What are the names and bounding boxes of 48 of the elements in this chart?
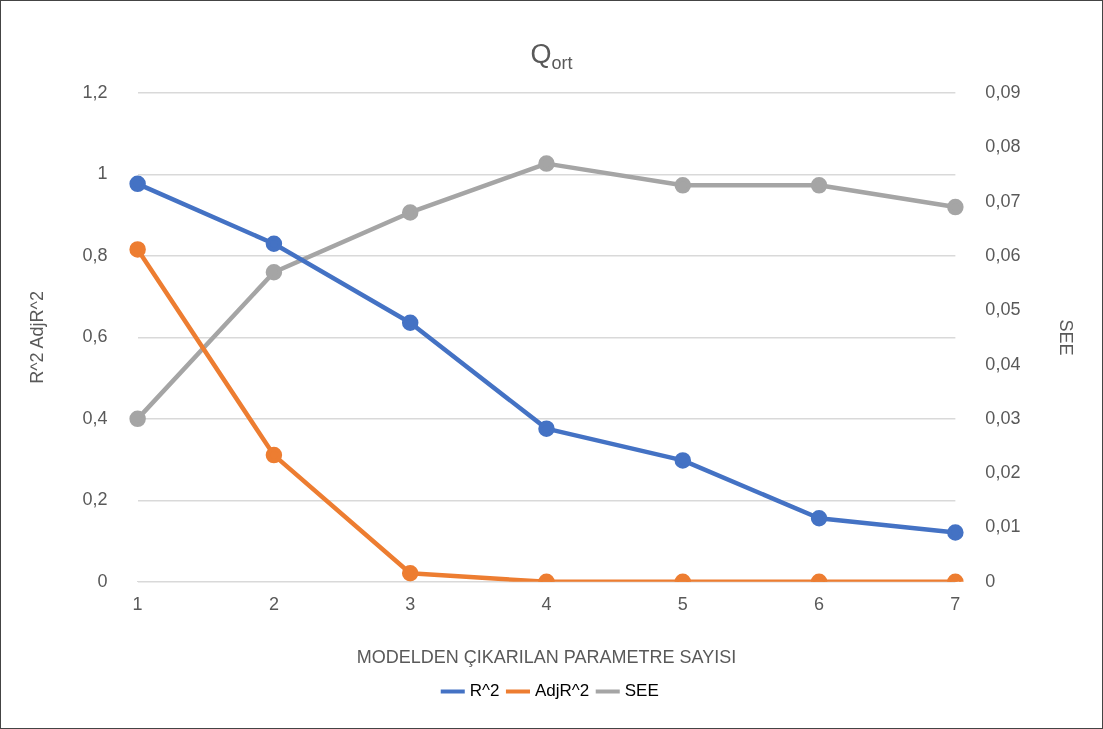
point [401,204,419,221]
x-tick-label: 5 [677,593,688,614]
legend-label: AdjR^2 [534,681,590,701]
y-tick-label: 1 [97,163,108,184]
y2-tick-label: 0,02 [985,462,1021,483]
point [810,177,828,194]
point [538,155,555,172]
y2-tick-label: 0,01 [985,516,1021,537]
y-tick-label: 1,2 [82,81,108,102]
point [810,510,828,527]
x-axis-title: MODELDEN ÇIKARILAN PARAMETRE SAYISI [356,647,737,668]
y-tick-label: 0,4 [82,407,108,428]
point [401,314,419,331]
point [674,177,692,194]
point [947,198,964,216]
y2-axis-title: SEE [1056,319,1077,356]
point [129,241,146,258]
chart-title: Q$_{ort}$ [529,39,574,75]
y2-tick-label: 0,09 [985,81,1021,102]
y2-tick-label: 0 [985,570,996,591]
point [947,524,964,541]
point [401,565,419,582]
point [265,235,283,252]
point [674,452,692,469]
x-tick-label: 2 [268,593,279,614]
x-tick-label: 4 [541,593,552,614]
y2-tick-label: 0,08 [985,136,1021,157]
y2-tick-label: 0,06 [985,244,1021,265]
y-tick-label: 0 [97,570,108,591]
legend-label: R^2 [469,681,500,701]
x-tick-label: 1 [132,593,143,614]
legend-label: SEE [624,681,659,701]
y2-tick-label: 0,05 [985,299,1021,320]
y-tick-label: 0,6 [82,326,108,347]
y2-tick-label: 0,07 [985,190,1021,211]
x-tick-label: 3 [405,593,416,614]
x-tick-label: 7 [950,593,961,614]
point [129,175,146,193]
y2-tick-label: 0,03 [985,407,1021,428]
x-tick-label: 6 [814,593,825,614]
y-tick-label: 0,2 [82,489,108,510]
y-axis-title: R^2 AdjR^2 [26,290,47,384]
point [129,410,146,428]
y2-tick-label: 0,04 [985,353,1021,374]
point [538,420,555,437]
y-tick-label: 0,8 [82,244,108,265]
point [265,263,283,281]
point [265,446,283,464]
